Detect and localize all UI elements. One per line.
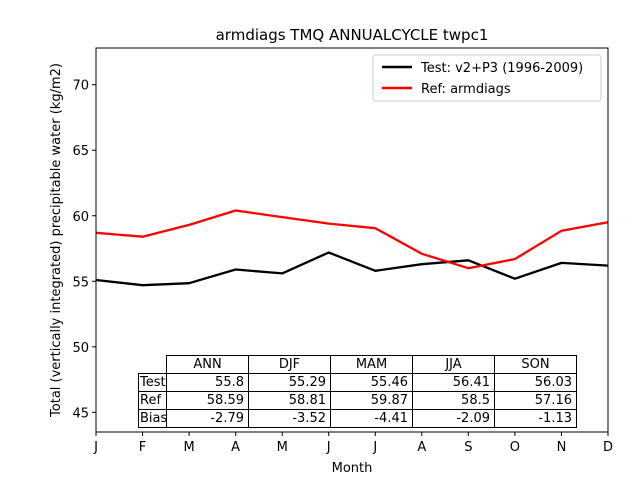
chart-title: armdiags TMQ ANNUALCYCLE twpc1 <box>216 26 489 44</box>
table-cell: 55.46 <box>330 373 413 392</box>
table-row: Ref 58.59 58.81 59.87 58.5 57.16 <box>138 391 577 410</box>
x-tick-label: M <box>277 440 288 455</box>
legend-label-test: Test: v2+P3 (1996-2009) <box>420 61 583 76</box>
x-tick-label: F <box>139 440 146 455</box>
table-cell: -4.41 <box>330 409 413 428</box>
legend: Test: v2+P3 (1996-2009) Ref: armdiags <box>372 54 602 102</box>
table-cell: 58.59 <box>166 391 249 410</box>
table-header-row: ANN DJF MAM JJA SON <box>139 355 577 374</box>
table-col-header: DJF <box>248 355 331 374</box>
table-cell: 58.5 <box>412 391 495 410</box>
table-cell: -2.79 <box>166 409 249 428</box>
table-cell: -2.09 <box>412 409 495 428</box>
x-tick-label: N <box>557 440 567 455</box>
plot-frame <box>95 47 609 433</box>
table-cell: 55.8 <box>166 373 249 392</box>
y-axis-label: Total (vertically integrated) precipitab… <box>49 63 64 418</box>
x-tick-label: D <box>603 440 613 455</box>
table-cell: 56.41 <box>412 373 495 392</box>
table-cell: -3.52 <box>248 409 331 428</box>
table-corner <box>139 356 167 374</box>
table-col-header: JJA <box>412 355 495 374</box>
table-cell: 59.87 <box>330 391 413 410</box>
x-tick-label: J <box>326 440 331 455</box>
series-lines <box>95 209 609 287</box>
x-tick-label: S <box>464 440 472 455</box>
table-cell: 57.16 <box>494 391 577 410</box>
table-row-label: Bias <box>138 409 167 428</box>
x-tick-label: J <box>372 440 377 455</box>
y-tick-label: 70 <box>72 79 89 94</box>
table-row-label: Test <box>138 373 167 392</box>
table-row: Bias -2.79 -3.52 -4.41 -2.09 -1.13 <box>138 409 577 428</box>
x-axis-label: Month <box>332 461 373 476</box>
table-col-header: MAM <box>330 355 413 374</box>
table-col-header: SON <box>494 355 577 374</box>
y-tick-label: 65 <box>72 144 89 159</box>
table-cell: 55.29 <box>248 373 331 392</box>
table-cell: 58.81 <box>248 391 331 410</box>
series-line-ref <box>95 209 609 270</box>
x-tick-label: A <box>231 440 240 455</box>
table-row-label: Ref <box>138 391 167 410</box>
legend-box <box>372 54 602 102</box>
y-tick-label: 60 <box>72 210 89 225</box>
stats-table: ANN DJF MAM JJA SON Test 55.8 55.29 55.4… <box>138 355 577 428</box>
y-tick-label: 50 <box>72 341 89 356</box>
x-tick-label: J <box>93 440 98 455</box>
y-tick-label: 55 <box>72 275 89 290</box>
table-col-header: ANN <box>166 355 249 374</box>
y-tick-label: 45 <box>72 406 89 421</box>
x-tick-label: M <box>183 440 194 455</box>
x-tick-label: A <box>417 440 426 455</box>
table-row: Test 55.8 55.29 55.46 56.41 56.03 <box>138 373 577 392</box>
table-cell: -1.13 <box>494 409 577 428</box>
legend-label-ref: Ref: armdiags <box>421 82 511 97</box>
series-line-test <box>95 251 609 287</box>
x-tick-label: O <box>510 440 520 455</box>
table-cell: 56.03 <box>494 373 577 392</box>
